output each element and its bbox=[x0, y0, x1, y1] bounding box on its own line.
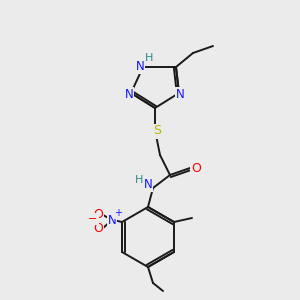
Text: H: H bbox=[135, 175, 143, 185]
Text: +: + bbox=[114, 208, 122, 218]
Text: −: − bbox=[88, 214, 98, 224]
Text: N: N bbox=[108, 214, 116, 226]
Text: N: N bbox=[144, 178, 152, 191]
Text: O: O bbox=[93, 223, 103, 236]
Text: H: H bbox=[145, 53, 153, 63]
Text: N: N bbox=[124, 88, 134, 100]
Text: N: N bbox=[176, 88, 184, 100]
Text: O: O bbox=[191, 161, 201, 175]
Text: S: S bbox=[153, 124, 161, 137]
Text: N: N bbox=[136, 61, 144, 74]
Text: O: O bbox=[93, 208, 103, 220]
